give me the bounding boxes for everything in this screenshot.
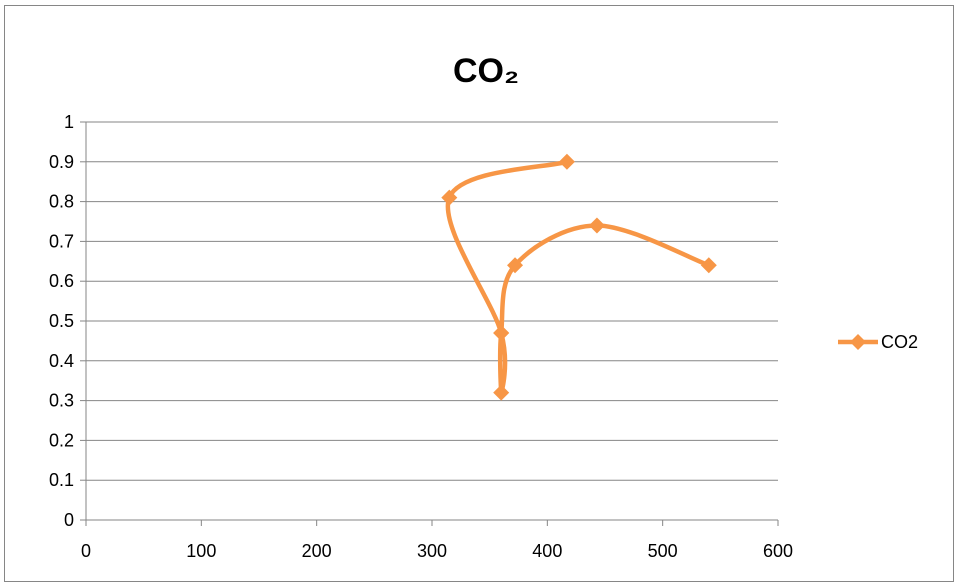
gridlines: [86, 121, 778, 481]
legend: CO2: [838, 332, 918, 352]
x-tick-label: 0: [81, 541, 91, 561]
legend-marker: [850, 334, 866, 350]
y-tick-label: 0.9: [49, 152, 74, 172]
data-point-marker: [493, 384, 510, 401]
x-tick-label: 200: [302, 541, 332, 561]
y-tick-label: 0.3: [49, 391, 74, 411]
y-tick-label: 0.6: [49, 271, 74, 291]
y-axis-tick-labels: 0 0.1 0.2 0.3 0.4 0.5 0.6 0.7 0.8 0.9 1: [49, 112, 74, 530]
y-tick-label: 0.1: [49, 470, 74, 490]
data-point-marker: [507, 257, 524, 274]
chart-area: [4, 5, 954, 582]
y-tick-label: 0.5: [49, 311, 74, 331]
data-point-marker: [441, 189, 458, 206]
series-group: [441, 153, 717, 401]
x-tick-label: 600: [763, 541, 793, 561]
y-tick-label: 1: [64, 112, 74, 132]
data-point-marker: [588, 217, 605, 234]
x-axis-tick-labels: 0 100 200 300 400 500 600: [81, 541, 793, 561]
x-tick-label: 100: [186, 541, 216, 561]
x-tick-label: 400: [532, 541, 562, 561]
data-point-marker: [700, 257, 717, 274]
x-tick-label: 500: [648, 541, 678, 561]
y-tick-label: 0: [64, 510, 74, 530]
data-point-marker: [558, 153, 575, 170]
chart-title: CO₂: [453, 52, 519, 90]
data-point-marker: [493, 324, 510, 341]
y-tick-label: 0.8: [49, 192, 74, 212]
series-line: [445, 159, 712, 395]
axes: [80, 121, 779, 526]
legend-label: CO2: [881, 332, 918, 352]
y-tick-label: 0.7: [49, 231, 74, 251]
x-tick-label: 300: [417, 541, 447, 561]
y-tick-label: 0.4: [49, 351, 74, 371]
y-tick-label: 0.2: [49, 430, 74, 450]
